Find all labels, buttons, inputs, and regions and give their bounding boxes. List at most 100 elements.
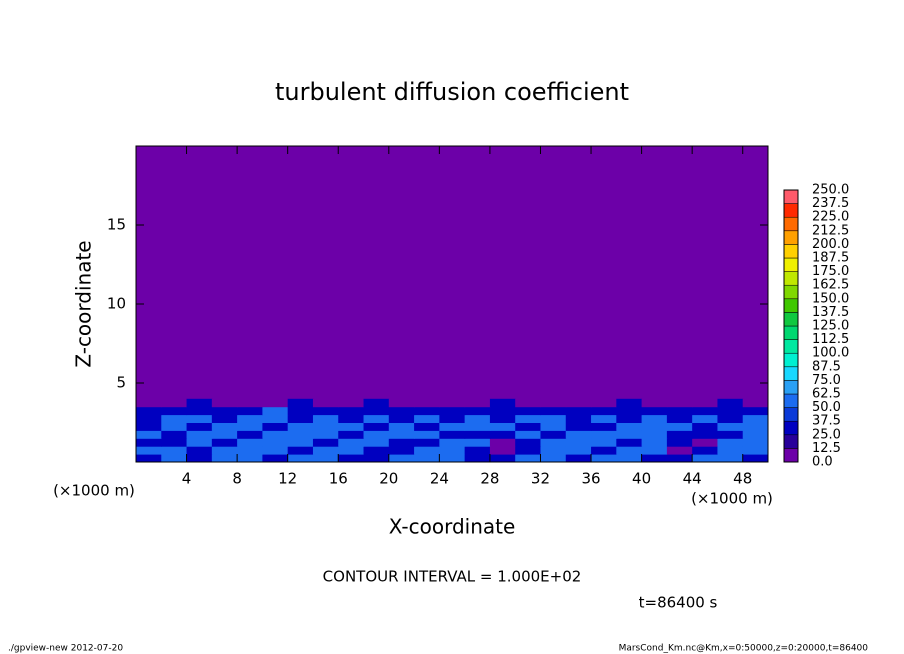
- heat-cell: [186, 398, 213, 408]
- heat-cell: [666, 454, 693, 463]
- heat-cell: [616, 398, 643, 408]
- heat-cell: [591, 406, 617, 416]
- heat-cell: [312, 406, 339, 416]
- colorbar-box: [783, 380, 799, 395]
- heat-cell: [439, 398, 466, 408]
- heat-cell: [439, 430, 466, 439]
- heat-cell: [591, 414, 617, 423]
- heat-cell: [211, 438, 238, 447]
- x-tick-label: 48: [733, 470, 752, 488]
- heat-cell: [136, 398, 162, 408]
- x-tick-label: 28: [480, 470, 499, 488]
- heat-cell: [692, 430, 718, 439]
- heat-cell: [515, 430, 541, 439]
- heat-cell: [186, 414, 213, 423]
- colorbar-label: 137.5: [812, 305, 849, 320]
- heat-cell: [717, 438, 744, 447]
- heat-cell: [312, 398, 339, 408]
- colorbar-box: [783, 352, 799, 368]
- colorbar-box: [783, 203, 799, 218]
- heat-cell: [692, 454, 718, 463]
- heat-cell: [565, 438, 592, 447]
- colorbar-box: [783, 366, 799, 381]
- heat-cell: [211, 406, 238, 416]
- colorbar-box: [783, 393, 799, 408]
- heat-cell: [515, 454, 541, 463]
- heat-cell: [692, 446, 718, 455]
- heat-cell: [136, 438, 162, 447]
- heat-cell: [717, 430, 744, 439]
- heat-cell: [312, 438, 339, 447]
- heat-cell: [641, 446, 668, 455]
- heat-cell: [161, 438, 188, 447]
- heat-cell: [489, 446, 516, 455]
- chart-title: turbulent diffusion coefficient: [275, 78, 629, 106]
- heat-cell: [591, 446, 617, 455]
- heat-cell: [186, 438, 213, 447]
- heat-cell: [565, 414, 592, 423]
- colorbar-label: 125.0: [812, 319, 849, 334]
- heat-cell: [338, 454, 365, 463]
- heat-cell: [262, 430, 289, 439]
- heat-cell: [388, 414, 415, 423]
- heat-cell: [540, 446, 567, 455]
- x-tick-label: 32: [531, 470, 550, 488]
- heat-cell: [363, 438, 390, 447]
- heat-cell: [338, 430, 365, 439]
- heat-cell: [464, 446, 491, 455]
- heat-cell: [338, 446, 365, 455]
- heat-cell: [414, 414, 440, 423]
- heat-cell: [692, 422, 718, 431]
- heat-cell: [363, 406, 390, 416]
- heat-cell: [489, 422, 516, 431]
- heat-cell: [565, 430, 592, 439]
- heat-cell: [312, 414, 339, 423]
- colorbar-label: 50.0: [812, 400, 841, 415]
- heat-cell: [287, 422, 314, 431]
- colorbar-box: [783, 339, 799, 354]
- heat-cell: [641, 406, 668, 416]
- heat-cell: [312, 422, 339, 431]
- heat-cell: [515, 406, 541, 416]
- heat-cell: [287, 438, 314, 447]
- heat-cell: [742, 438, 769, 447]
- heat-cell: [287, 430, 314, 439]
- heat-cell: [161, 398, 188, 408]
- heat-cell: [565, 446, 592, 455]
- heat-cell: [136, 414, 162, 423]
- x-unit-label: (×1000 m): [691, 490, 773, 508]
- heat-cell: [641, 430, 668, 439]
- heat-cell: [237, 454, 263, 463]
- heat-cell: [641, 398, 668, 408]
- footer-right: MarsCond_Km.nc@Km,x=0:50000,z=0:20000,t=…: [619, 644, 869, 654]
- heat-cell: [540, 430, 567, 439]
- heat-cell: [591, 438, 617, 447]
- heat-cell: [439, 422, 466, 431]
- heat-cell: [666, 414, 693, 423]
- heat-cell: [489, 438, 516, 447]
- colorbar-box: [783, 257, 799, 272]
- heat-cell: [186, 430, 213, 439]
- heat-cell: [717, 398, 744, 408]
- heat-cell: [717, 414, 744, 423]
- heat-cell: [388, 438, 415, 447]
- heat-cell: [312, 430, 339, 439]
- heat-cell: [565, 454, 592, 463]
- colorbar-label: 62.5: [812, 387, 841, 402]
- heat-cell: [414, 446, 440, 455]
- heat-cell: [742, 398, 769, 408]
- heat-cell: [161, 414, 188, 423]
- heat-cell: [641, 438, 668, 447]
- heat-cell: [489, 406, 516, 416]
- heat-cell: [641, 414, 668, 423]
- heat-cell: [692, 398, 718, 408]
- heat-cell: [262, 406, 289, 416]
- heat-cell: [136, 446, 162, 455]
- heat-cell: [136, 454, 162, 463]
- colorbar-box: [783, 230, 799, 245]
- colorbar-label: 112.5: [812, 332, 849, 347]
- heat-cell: [464, 454, 491, 463]
- colorbar-label: 100.0: [812, 346, 849, 361]
- heat-cell: [211, 454, 238, 463]
- heat-cell: [388, 406, 415, 416]
